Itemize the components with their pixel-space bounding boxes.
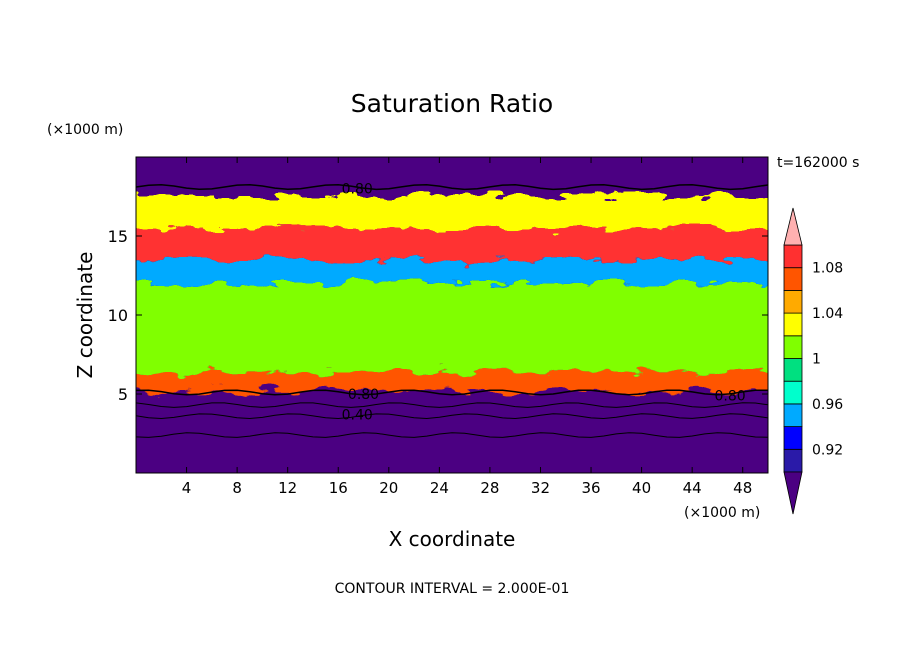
y-tick-label-10: 10 [108, 306, 128, 325]
colorbar-min-arrow [783, 471, 803, 515]
y-axis-label: Z coordinate [73, 252, 97, 379]
colorbar-segment-8 [783, 267, 803, 291]
x-tick-label-48: 48 [733, 479, 752, 497]
colorbar-tick-label-0: 0.92 [812, 442, 843, 458]
x-tick-label-44: 44 [683, 479, 702, 497]
colorbar-segment-2 [783, 403, 803, 427]
y-axis: 5 10 15 [108, 227, 768, 404]
field-band-6 [136, 157, 768, 197]
colorbar-segment-5 [783, 335, 803, 359]
contour-label-3: 0.80 [714, 389, 745, 405]
colorbar-segment-4 [783, 358, 803, 382]
x-tick-label-20: 20 [379, 479, 398, 497]
x-axis: 4 8 12 16 20 24 28 32 36 40 44 48 [182, 157, 752, 497]
contour-line-2 [136, 402, 768, 408]
colorbar-tick-label-1: 0.96 [812, 397, 843, 413]
x-unit-label: (×1000 m) [684, 505, 760, 521]
chart-title: Saturation Ratio [351, 89, 553, 118]
y-tick-label-5: 5 [118, 385, 128, 404]
colorbar-tick-label-4: 1.08 [812, 261, 843, 277]
x-tick-label-36: 36 [581, 479, 600, 497]
x-tick-label-12: 12 [278, 479, 297, 497]
field-band-0 [136, 390, 768, 473]
x-tick-label-28: 28 [480, 479, 499, 497]
field-band-3 [136, 259, 768, 284]
contour-label-1: 0.80 [348, 387, 379, 403]
colorbar-tick-label-3: 1.04 [812, 306, 843, 322]
colorbar-max-arrow [783, 207, 803, 246]
field-band-1 [136, 371, 768, 391]
field-band-4 [136, 228, 768, 260]
contour-line-0 [136, 183, 768, 191]
x-tick-label-8: 8 [232, 479, 242, 497]
y-unit-label: (×1000 m) [47, 122, 123, 138]
colorbar: 0.92 0.96 1 1.04 1.08 [783, 207, 843, 515]
field-band-5 [136, 196, 768, 229]
colorbar-segment-3 [783, 380, 803, 405]
contour-label-0: 0.80 [342, 182, 373, 198]
colorbar-segment-6 [783, 312, 803, 337]
saturation-field [136, 157, 768, 473]
colorbar-segment-7 [783, 289, 803, 314]
colorbar-tick-label-2: 1 [812, 352, 821, 368]
y-tick-label-15: 15 [108, 227, 128, 246]
colorbar-segment-1 [783, 426, 803, 450]
contour-line-1 [136, 389, 768, 396]
x-tick-label-16: 16 [329, 479, 348, 497]
contour-line-4 [136, 432, 768, 438]
contour-interval-footer: CONTOUR INTERVAL = 2.000E-01 [335, 581, 570, 597]
colorbar-segment-0 [783, 448, 803, 473]
x-tick-label-4: 4 [182, 479, 192, 497]
x-tick-label-40: 40 [632, 479, 651, 497]
colorbar-segment-9 [783, 244, 803, 269]
x-tick-label-32: 32 [531, 479, 550, 497]
contour-line-3 [136, 413, 768, 420]
x-axis-label: X coordinate [389, 527, 516, 551]
x-tick-label-24: 24 [430, 479, 449, 497]
field-band-2 [136, 283, 768, 372]
time-label: t=162000 s [777, 155, 859, 171]
contour-label-2: 0.40 [342, 408, 373, 424]
